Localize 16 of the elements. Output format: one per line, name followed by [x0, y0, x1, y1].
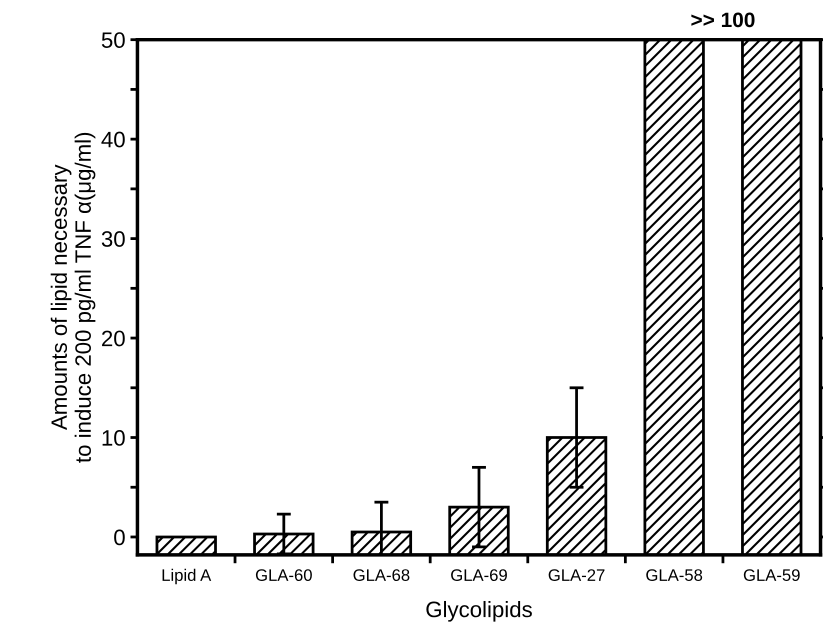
y-tick-label: 30	[102, 231, 125, 247]
x-tick-label: GLA-27	[548, 569, 604, 582]
x-tick-label: GLA-58	[646, 569, 702, 582]
x-tick-label: GLA-69	[451, 569, 507, 582]
y-tick-label: 0	[114, 530, 125, 546]
x-tick-label: GLA-60	[256, 569, 312, 582]
x-tick-label: GLA-68	[354, 569, 410, 582]
annotation: >> 100	[691, 12, 755, 28]
y-tick-label: 20	[102, 330, 125, 346]
y-tick-label: 40	[101, 132, 125, 148]
x-axis-title: Glycolipids	[426, 600, 532, 622]
y-axis-title: Amounts of lipid necessary to induce 200 pg/ml TNF α(μg/ml)	[50, 132, 96, 463]
y-tick-label: 50	[102, 32, 125, 48]
y-tick-label: 10	[102, 430, 125, 446]
x-tick-label: GLA-59	[744, 569, 800, 582]
x-tick-label: Lipid A	[162, 568, 212, 584]
